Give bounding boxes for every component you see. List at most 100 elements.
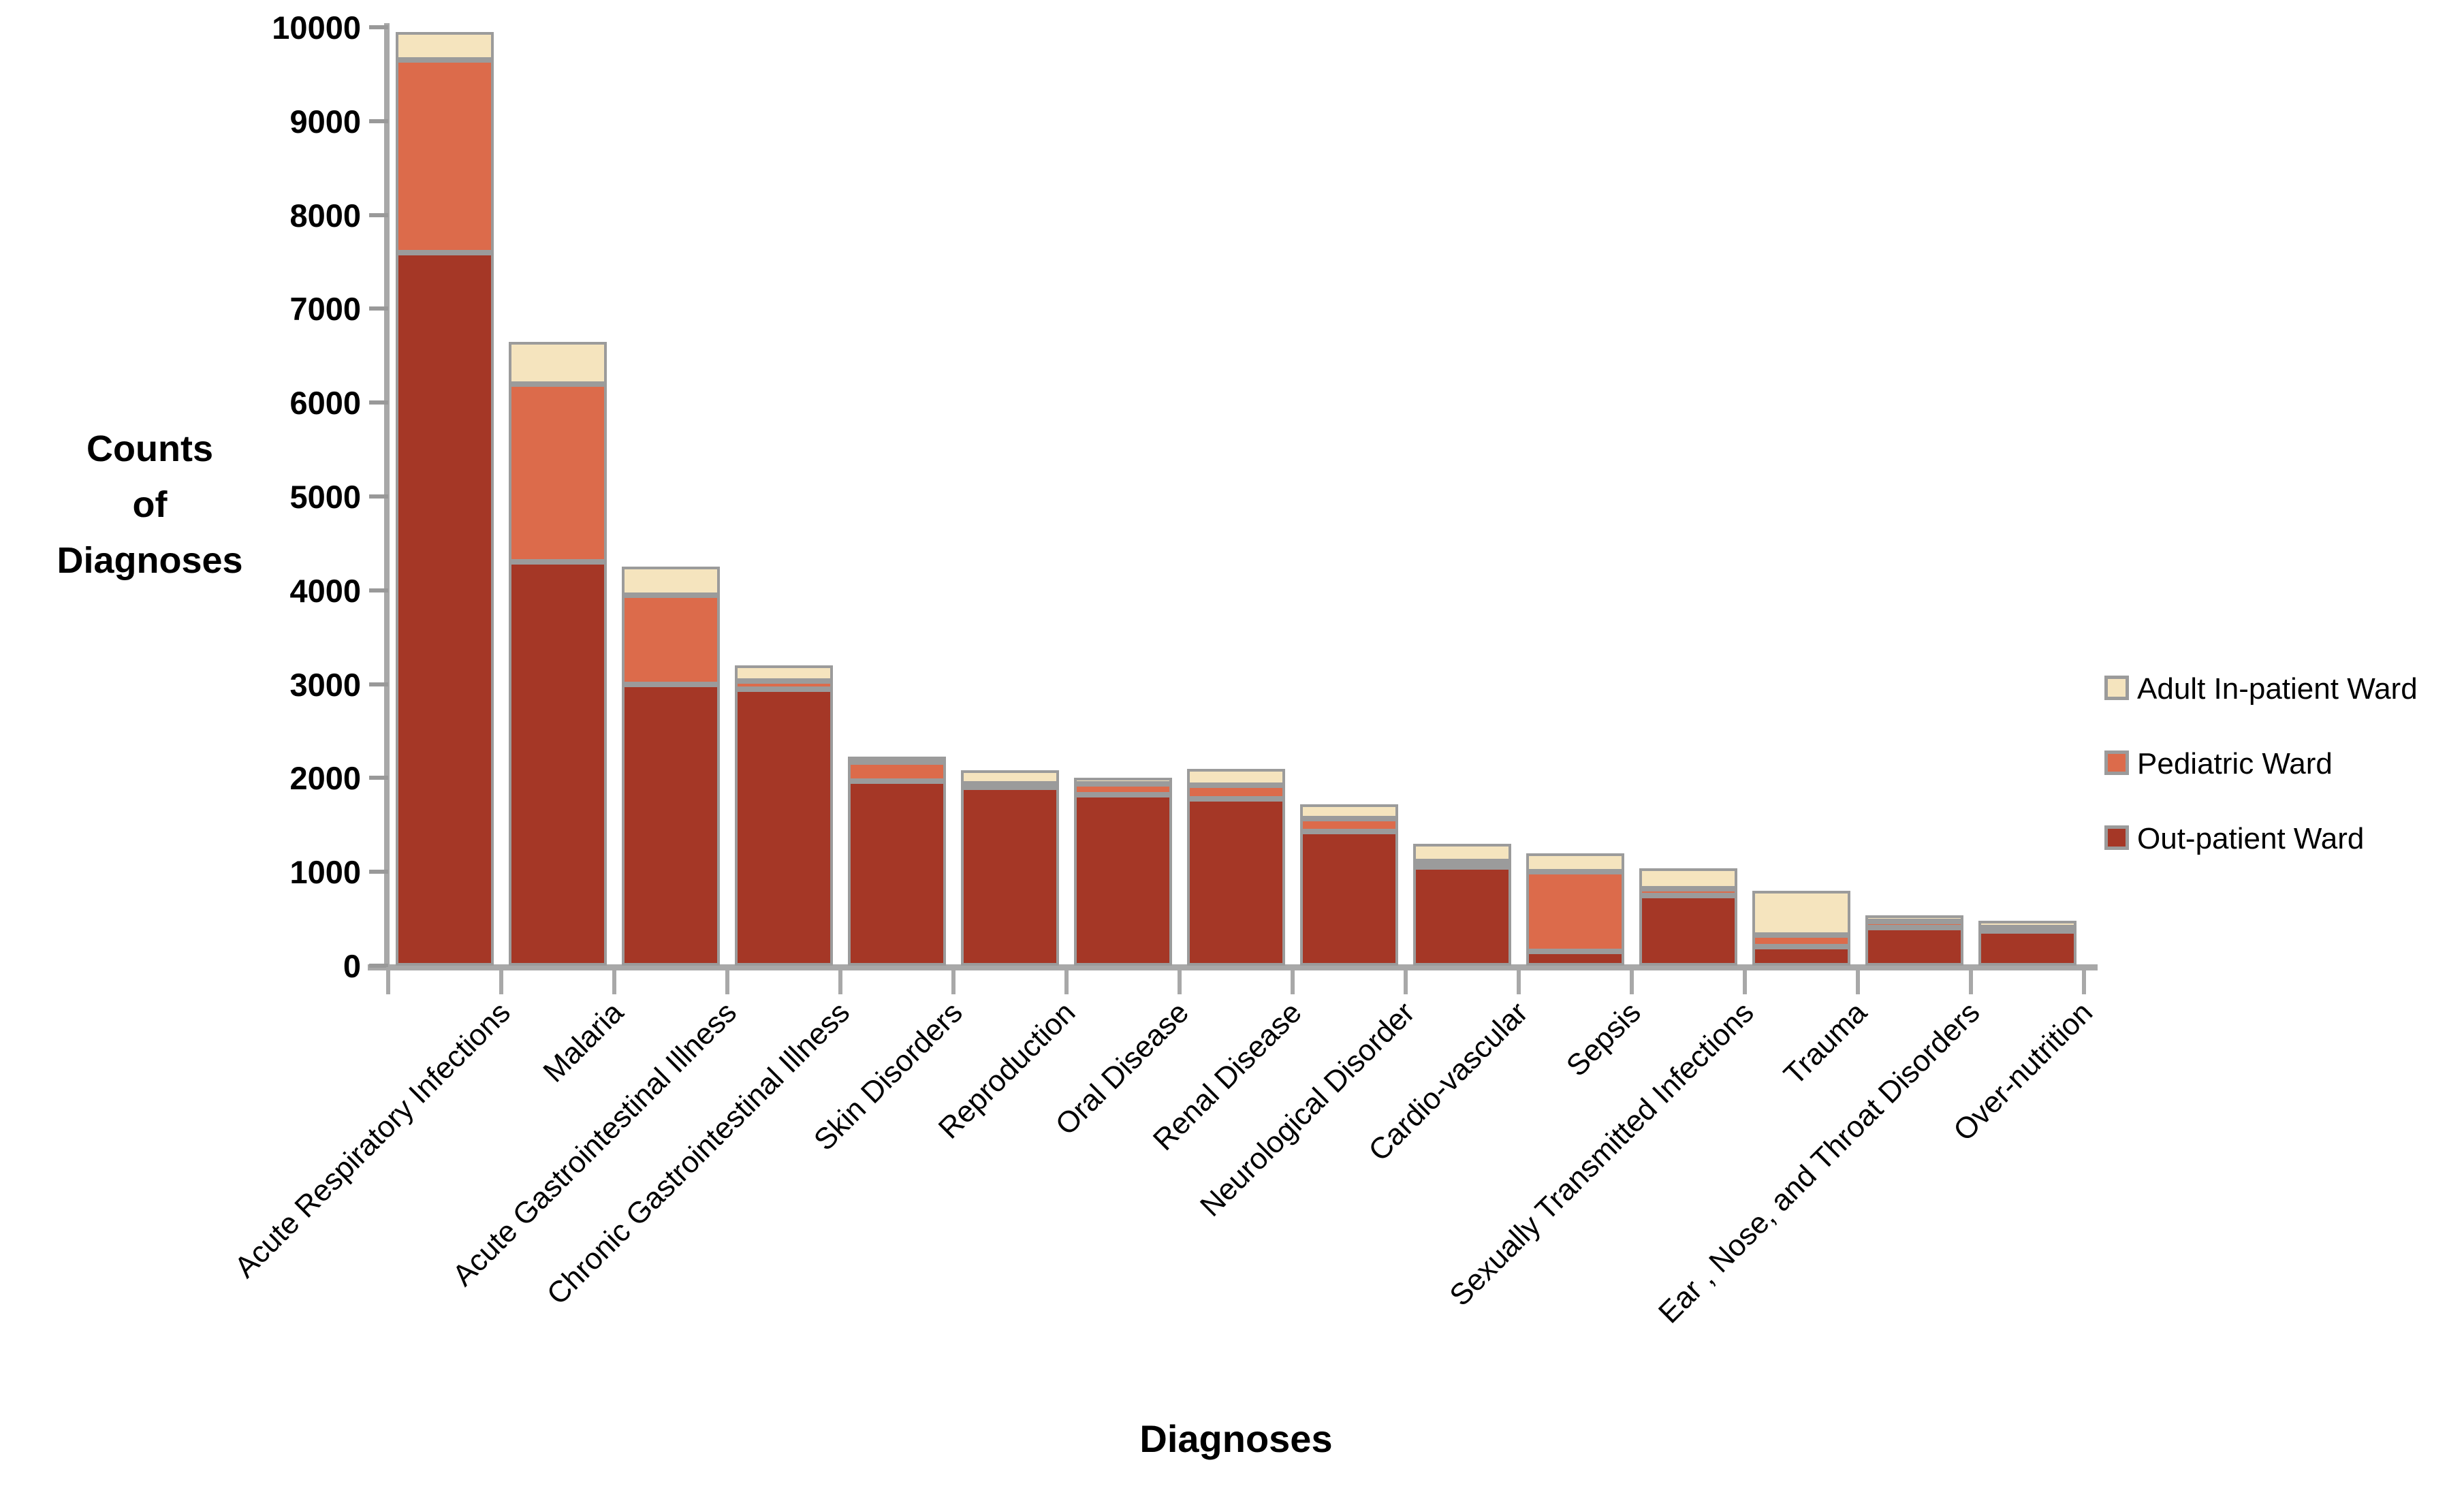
- bar-segment: [1413, 867, 1511, 966]
- y-axis-tick-label: 2000: [289, 760, 361, 797]
- x-axis-title: Diagnoses: [1139, 1417, 1333, 1460]
- plot-area: [388, 27, 2084, 966]
- legend-swatch-pediatric-ward: [2104, 750, 2129, 775]
- bar-segment: [622, 684, 720, 966]
- y-axis-tick-label: 6000: [289, 385, 361, 422]
- bar-segment: [1978, 920, 2076, 928]
- x-category-label: Neurological Disorder: [1193, 996, 1421, 1223]
- x-axis-tick: [1404, 967, 1408, 994]
- bar-segment: [1074, 783, 1172, 795]
- x-axis-tick: [1630, 967, 1634, 994]
- bar-segment: [1639, 889, 1737, 896]
- bar-segment: [1413, 843, 1511, 862]
- y-axis-tick: [369, 118, 388, 123]
- bar-segment: [961, 770, 1059, 784]
- y-axis-tick-label: 7000: [289, 291, 361, 328]
- bar-stack-2: [509, 27, 607, 966]
- legend-label: Pediatric Ward: [2137, 747, 2333, 780]
- y-axis-tick-label: 10000: [272, 10, 361, 46]
- bar-stack-1: [396, 27, 494, 966]
- x-axis-tick: [1178, 967, 1182, 994]
- bar-segment: [848, 780, 946, 966]
- bar-stack-4: [735, 27, 833, 966]
- x-axis-tick: [725, 967, 729, 994]
- bar-segment: [735, 665, 833, 682]
- y-axis-tick: [369, 682, 388, 686]
- y-axis-tick: [369, 870, 388, 874]
- y-axis-tick: [369, 494, 388, 499]
- x-axis-tick: [499, 967, 503, 994]
- bar-segment: [1865, 915, 1963, 922]
- y-axis-tick: [369, 306, 388, 311]
- bar-stack-5: [848, 27, 946, 966]
- y-axis-tick-label: 5000: [289, 479, 361, 515]
- bar-stack-9: [1300, 27, 1398, 966]
- y-axis-tick-label: 0: [343, 948, 361, 984]
- y-axis-title-line2: of: [132, 484, 168, 525]
- bar-segment: [622, 595, 720, 684]
- bar-segment: [1978, 931, 2076, 966]
- bar-segment: [1300, 804, 1398, 819]
- y-axis-tick: [369, 776, 388, 780]
- y-axis-tick-label: 4000: [289, 572, 361, 609]
- y-axis-title-line1: Counts: [86, 428, 213, 469]
- bar-segment: [1526, 872, 1624, 952]
- bar-segment: [848, 762, 946, 781]
- y-axis-tick: [369, 25, 388, 29]
- bar-segment: [622, 567, 720, 595]
- x-axis-tick: [1969, 967, 1973, 994]
- legend-label: Out-patient Ward: [2137, 822, 2365, 855]
- bar-segment: [1187, 785, 1285, 799]
- bar-segment: [1187, 768, 1285, 786]
- bar-segment: [1639, 868, 1737, 889]
- bar-stack-11: [1526, 27, 1624, 966]
- bar-stack-3: [622, 27, 720, 966]
- bar-segment: [509, 383, 607, 563]
- x-axis-tick: [2082, 967, 2086, 994]
- bar-segment: [735, 689, 833, 966]
- y-axis-title-line3: Diagnoses: [57, 540, 243, 581]
- y-axis-tick: [369, 212, 388, 217]
- x-axis-tick: [1743, 967, 1747, 994]
- x-axis-tick: [612, 967, 616, 994]
- bar-segment: [1639, 895, 1737, 966]
- x-category-label: Malaria: [536, 996, 630, 1089]
- bar-segment: [1752, 947, 1850, 966]
- y-axis-tick: [369, 400, 388, 405]
- bar-segment: [1526, 951, 1624, 966]
- bar-stack-12: [1639, 27, 1737, 966]
- bar-segment: [1074, 795, 1172, 966]
- bar-stack-8: [1187, 27, 1285, 966]
- bar-segment: [509, 341, 607, 384]
- legend-label: Adult In-patient Ward: [2137, 672, 2418, 706]
- bar-segment: [1752, 935, 1850, 947]
- bar-segment: [396, 60, 494, 253]
- bar-segment: [1865, 927, 1963, 966]
- bar-segment: [1526, 853, 1624, 872]
- bar-segment: [1413, 861, 1511, 868]
- bar-segment: [396, 252, 494, 966]
- y-axis-tick-label: 3000: [289, 666, 361, 703]
- x-category-label: Trauma: [1777, 996, 1874, 1092]
- bar-segment: [961, 787, 1059, 966]
- y-axis-tick-label: 1000: [289, 854, 361, 891]
- bar-segment: [848, 756, 946, 762]
- bar-segment: [1300, 818, 1398, 832]
- legend-swatch-outpatient-ward: [2104, 825, 2129, 850]
- bar-segment: [1074, 778, 1172, 784]
- bar-segment: [1187, 798, 1285, 966]
- bar-segment: [735, 681, 833, 689]
- x-axis-tick: [1064, 967, 1069, 994]
- bar-segment: [1865, 921, 1963, 928]
- bar-segment: [396, 31, 494, 61]
- bar-stack-7: [1074, 27, 1172, 966]
- x-axis-line: [368, 964, 2098, 970]
- bar-segment: [509, 562, 607, 966]
- y-axis-title: Counts of Diagnoses: [41, 421, 259, 588]
- x-axis-tick: [386, 967, 390, 994]
- y-axis-tick: [369, 588, 388, 592]
- x-category-label: Sepsis: [1560, 996, 1647, 1084]
- y-axis-tick-label: 8000: [289, 197, 361, 234]
- x-axis-tick: [1517, 967, 1521, 994]
